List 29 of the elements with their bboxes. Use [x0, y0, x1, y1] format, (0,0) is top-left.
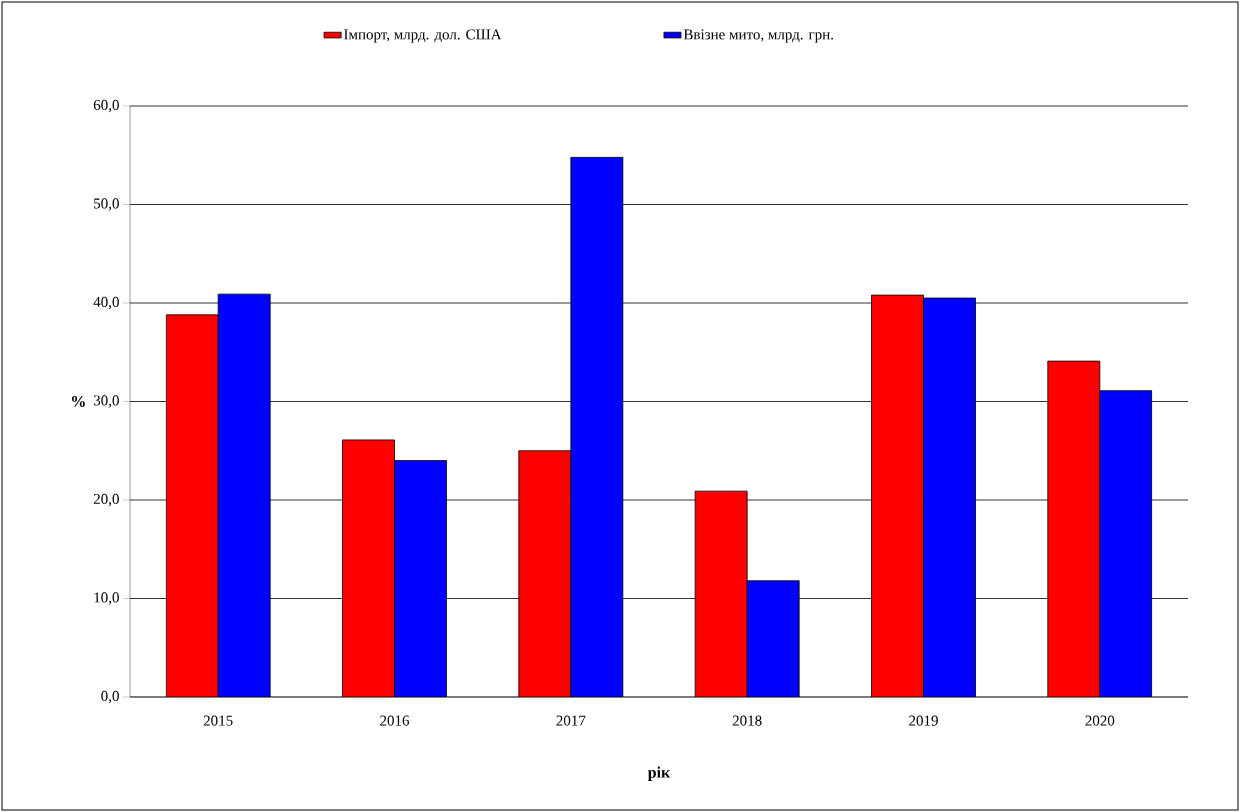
bar — [342, 439, 395, 697]
x-axis-title: рік — [647, 766, 671, 782]
y-tick-label: 60,0 — [93, 99, 119, 113]
bar — [165, 314, 219, 697]
legend-label: Ввізне мито, млрд. грн. — [683, 29, 833, 43]
bar — [1099, 390, 1153, 697]
x-tick-label: 2018 — [732, 715, 762, 726]
bar — [923, 297, 976, 697]
y-tick-label: 30,0 — [93, 395, 119, 408]
y-tick-label: 50,0 — [94, 198, 119, 211]
legend-label: Імпорт, млрд. дол. США — [344, 29, 502, 43]
bar — [570, 156, 624, 697]
bar — [394, 460, 447, 697]
x-tick-label: 2017 — [556, 715, 586, 726]
x-tick-label: 2020 — [1085, 715, 1115, 726]
y-tick-label: 40,0 — [93, 296, 119, 310]
bar — [518, 450, 572, 697]
x-tick-label: 2015 — [203, 715, 233, 726]
bar — [871, 294, 924, 697]
x-tick-label: 2016 — [380, 715, 410, 726]
y-tick-label: 0,0 — [101, 690, 119, 704]
x-tick-label: 2019 — [909, 715, 938, 726]
y-axis-title: % — [72, 396, 85, 407]
y-tick-label: 10,0 — [94, 592, 119, 605]
y-tick-label: 20,0 — [93, 493, 119, 507]
bar — [217, 293, 271, 697]
bar — [1047, 360, 1101, 697]
bar — [746, 580, 800, 697]
bar — [694, 490, 748, 697]
